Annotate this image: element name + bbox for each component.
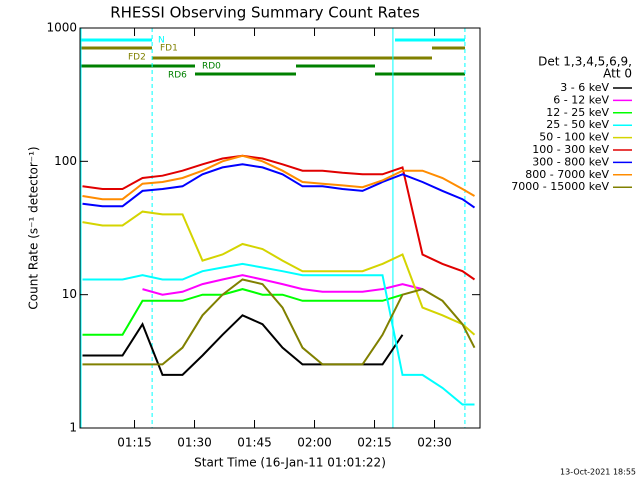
y-tick-label: 1000: [46, 21, 77, 35]
flag-label: FD1: [160, 44, 178, 54]
legend-label: 3 - 6 keV: [560, 81, 609, 94]
y-tick-label: 1: [69, 421, 77, 435]
legend-label: 300 - 800 keV: [532, 155, 609, 168]
series-line: [82, 288, 403, 336]
x-tick-label: 02:15: [357, 436, 392, 450]
y-axis-label: Count Rate (s⁻¹ detector⁻¹): [27, 146, 41, 309]
legend-label: 6 - 12 keV: [553, 93, 609, 106]
x-tick-label: 01:15: [117, 436, 152, 450]
plot-frame: [79, 27, 481, 429]
legend-label: 12 - 25 keV: [546, 106, 609, 119]
y-tick-label: 100: [54, 154, 77, 168]
x-tick-label: 01:45: [237, 436, 272, 450]
legend-title: Det 1,3,4,5,6,9,: [538, 55, 632, 69]
x-tick-label: 02:00: [297, 436, 332, 450]
series-line: [82, 210, 476, 336]
legend-label: 7000 - 15000 keV: [511, 180, 609, 193]
legend-title: Att 0: [603, 67, 632, 81]
series-line: [82, 154, 476, 201]
x-tick-label: 02:30: [417, 436, 452, 450]
flag-label: N: [158, 36, 165, 46]
series-line: [142, 274, 423, 296]
legend-label: 800 - 7000 keV: [525, 168, 609, 181]
flag-label: FD2: [128, 53, 146, 63]
legend-label: 50 - 100 keV: [539, 131, 609, 144]
series-line: [82, 278, 476, 366]
x-tick-label: 01:30: [177, 436, 212, 450]
flag-label: RD6: [168, 71, 187, 81]
y-tick-label: 10: [62, 287, 77, 301]
legend-label: 25 - 50 keV: [546, 118, 609, 131]
x-axis-label: Start Time (16-Jan-11 01:01:22): [194, 456, 386, 470]
series-line: [82, 163, 476, 209]
chart-title: RHESSI Observing Summary Count Rates: [110, 4, 420, 22]
series-line: [82, 154, 476, 281]
flag-label: RD0: [202, 62, 221, 72]
series-line: [82, 262, 475, 406]
flag-bars: [80, 38, 465, 76]
footer: 13-Oct-2021 18:55: [560, 468, 636, 477]
legend-label: 100 - 300 keV: [532, 143, 609, 156]
